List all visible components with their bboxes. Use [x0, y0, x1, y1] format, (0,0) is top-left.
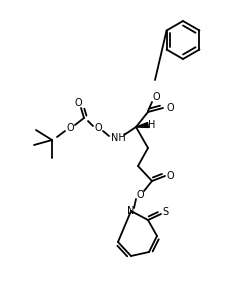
Text: NH: NH: [111, 133, 125, 143]
Text: O: O: [136, 190, 144, 200]
Text: N: N: [127, 206, 135, 216]
Text: O: O: [94, 123, 102, 133]
Text: O: O: [166, 171, 174, 181]
Text: O: O: [152, 92, 160, 102]
Text: S: S: [162, 207, 168, 217]
Text: H: H: [148, 120, 156, 130]
Text: O: O: [66, 123, 74, 133]
Text: O: O: [166, 103, 174, 113]
Polygon shape: [136, 123, 148, 128]
Text: O: O: [74, 98, 82, 108]
